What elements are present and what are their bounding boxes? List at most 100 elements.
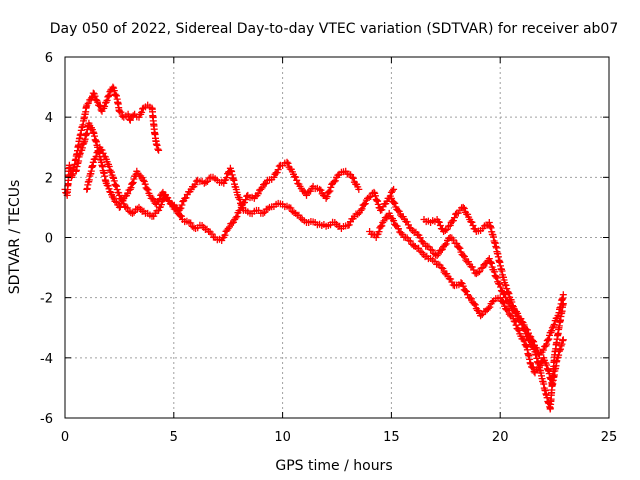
data-point <box>182 194 190 202</box>
data-point <box>487 258 495 266</box>
data-point <box>118 195 126 203</box>
data-point <box>153 141 161 149</box>
data-point <box>330 178 338 186</box>
data-point <box>403 218 411 226</box>
data-point <box>124 204 132 212</box>
data-point <box>530 338 538 346</box>
data-point <box>157 201 165 209</box>
data-point <box>505 290 513 298</box>
data-point <box>316 185 324 193</box>
data-point <box>527 333 535 341</box>
data-point <box>228 219 236 227</box>
y-tick-label: 6 <box>45 51 53 66</box>
data-point <box>174 209 182 217</box>
data-point <box>293 176 301 184</box>
data-point <box>360 200 368 208</box>
data-point <box>515 327 523 334</box>
data-point <box>191 181 199 189</box>
data-point <box>416 234 424 242</box>
data-point <box>262 179 270 187</box>
data-point <box>325 188 333 196</box>
data-point <box>205 174 213 182</box>
data-point <box>129 112 137 120</box>
x-tick-label: 20 <box>492 430 509 445</box>
data-point <box>488 259 495 267</box>
data-point <box>317 186 325 194</box>
data-point <box>443 226 451 233</box>
data-point <box>477 312 485 320</box>
data-point <box>259 209 267 217</box>
data-point <box>394 225 402 233</box>
data-point <box>358 205 366 213</box>
data-point <box>437 246 445 254</box>
data-point <box>79 140 87 148</box>
data-point <box>349 174 357 182</box>
data-point <box>274 166 282 174</box>
data-point <box>559 336 567 344</box>
data-point <box>514 325 522 333</box>
data-point <box>257 185 265 193</box>
data-point <box>164 194 172 202</box>
data-point <box>520 321 528 329</box>
y-tick-label: -4 <box>40 352 53 367</box>
data-point <box>503 285 511 293</box>
data-point <box>504 288 512 296</box>
data-point <box>258 184 266 192</box>
data-point <box>380 217 388 225</box>
data-point <box>441 227 449 234</box>
y-tick-label: 4 <box>45 111 53 126</box>
data-point <box>485 255 493 263</box>
y-tick-label: -6 <box>40 412 53 427</box>
data-point <box>461 287 469 295</box>
data-point <box>187 219 195 227</box>
data-point <box>559 291 567 299</box>
data-point <box>152 140 160 148</box>
data-point <box>110 177 118 185</box>
data-point <box>221 231 229 239</box>
data-point <box>208 230 216 238</box>
data-point <box>112 182 120 189</box>
data-point <box>297 214 305 222</box>
data-point <box>468 218 476 226</box>
data-point <box>143 185 151 193</box>
y-tick-label: -2 <box>40 292 53 307</box>
data-point <box>442 240 450 248</box>
y-tick-label: 0 <box>45 232 53 247</box>
data-point <box>284 159 292 167</box>
data-point <box>119 196 127 204</box>
data-point <box>178 201 186 209</box>
data-point <box>497 283 504 291</box>
data-point <box>468 295 475 303</box>
data-point <box>113 186 121 193</box>
data-point <box>391 199 399 207</box>
data-point <box>126 116 134 124</box>
data-point <box>439 265 447 272</box>
data-point <box>78 144 86 152</box>
data-point <box>419 238 427 246</box>
data-point <box>91 92 99 100</box>
x-tick-label: 0 <box>61 430 69 445</box>
data-point <box>113 92 120 100</box>
data-point <box>466 294 474 302</box>
data-point <box>459 203 467 211</box>
data-point <box>526 332 534 340</box>
data-point <box>503 306 511 314</box>
data-point <box>427 246 435 253</box>
data-point <box>559 337 567 345</box>
data-point <box>514 309 522 317</box>
data-point <box>470 266 478 274</box>
data-point <box>490 268 498 276</box>
chart-title: Day 050 of 2022, Sidereal Day-to-day VTE… <box>50 21 619 37</box>
data-point <box>104 182 112 190</box>
data-point <box>457 279 465 287</box>
data-point <box>453 240 461 247</box>
data-point <box>460 205 468 212</box>
data-point <box>361 200 369 208</box>
data-point <box>254 190 262 198</box>
data-point <box>103 96 111 104</box>
data-point <box>436 222 444 229</box>
data-point <box>165 197 173 205</box>
data-point <box>105 92 112 100</box>
data-point <box>492 273 500 281</box>
data-point <box>378 222 386 230</box>
